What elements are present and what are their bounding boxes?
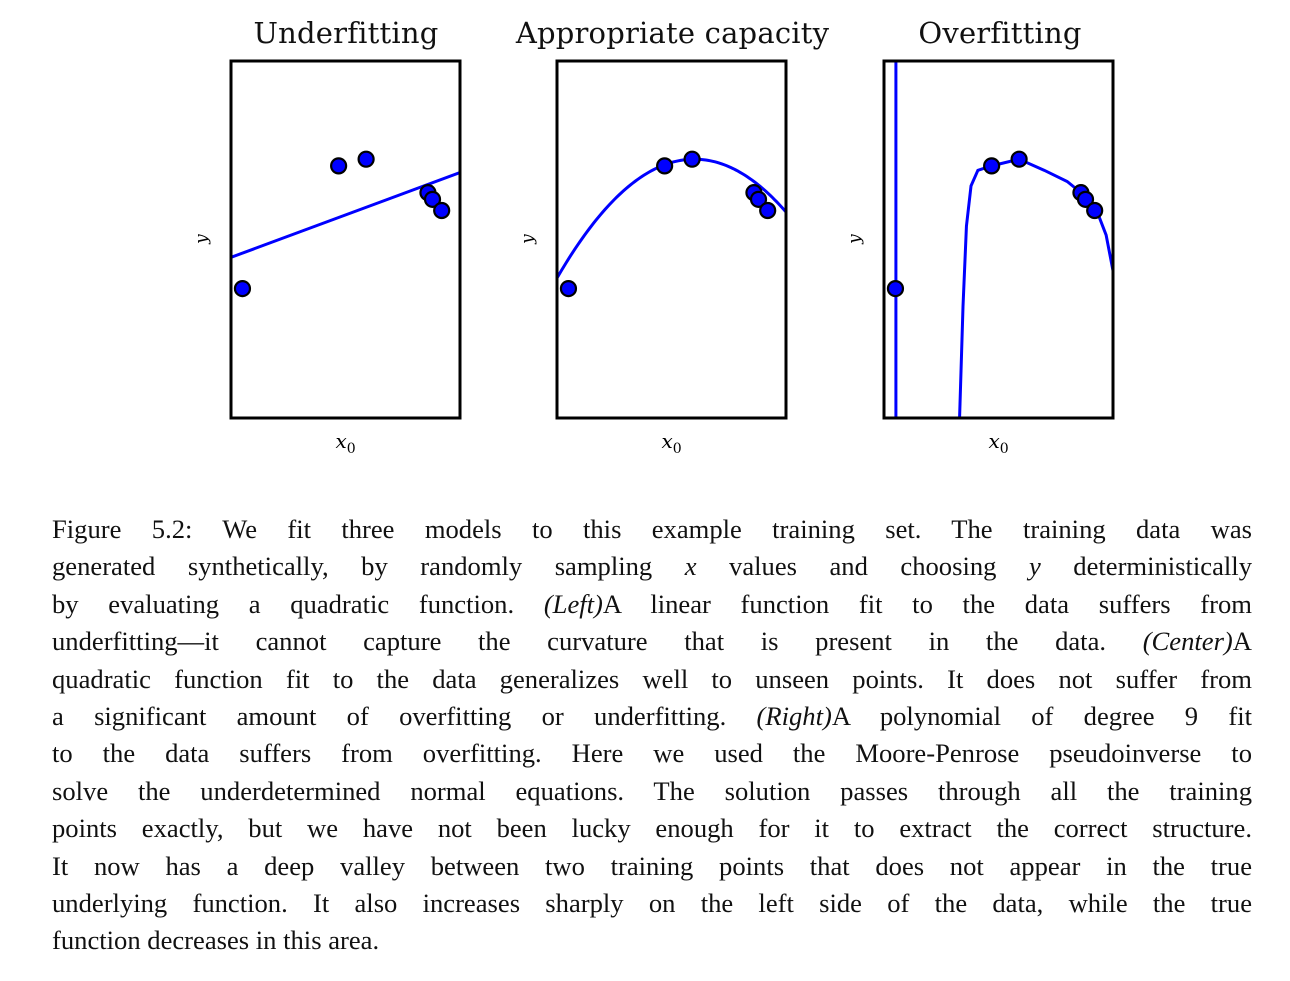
caption-line: quadratic function fit to the data gener… [52, 661, 1252, 698]
data-point [433, 201, 451, 220]
fit-curve [894, 61, 1113, 418]
caption-line: underfitting—it cannot capture the curva… [52, 623, 1252, 660]
caption-line: by evaluating a quadratic function. (Lef… [52, 586, 1252, 623]
fit-curve [557, 157, 786, 279]
caption-text: points exactly, but we have not been luc… [52, 813, 1252, 844]
panel-title-overfitting: Overfitting [918, 16, 1082, 50]
caption-text: underlying function. It also increases s… [52, 888, 1252, 919]
caption-text: values and choosing [696, 551, 1029, 582]
data-point [886, 279, 905, 298]
caption-italic-text: y [1028, 551, 1041, 582]
caption-text: A linear function fit to the data suffer… [602, 588, 1252, 619]
caption-text: underfitting—it cannot capture the curva… [52, 626, 1143, 657]
axes-frame [229, 59, 462, 420]
caption-line: points exactly, but we have not been luc… [52, 810, 1252, 847]
y-axis-label: y [192, 234, 212, 245]
data-point [1010, 150, 1028, 168]
figure-caption: Figure 5.2: We fit three models to this … [52, 511, 1252, 960]
panel-title-appropriate-capacity: Appropriate capacity [515, 16, 830, 50]
x-axis-label: x0 [662, 429, 682, 457]
data-point [423, 190, 442, 208]
caption-text: A [1232, 626, 1252, 657]
caption-text: to the data suffers from overfitting. He… [52, 738, 1252, 769]
caption-line: underlying function. It also increases s… [52, 885, 1252, 922]
caption-text: Figure 5.2: We fit three models to this … [52, 514, 1252, 544]
panel-0: x0 y [192, 59, 462, 457]
axes-frame [555, 59, 788, 420]
caption-text: function decreases in this area. [52, 925, 380, 956]
caption-line: solve the underdetermined normal equatio… [52, 773, 1252, 810]
x-axis-label: x0 [989, 429, 1009, 457]
caption-text: solve the underdetermined normal equatio… [52, 775, 1252, 806]
caption-text: generated synthetically, by randomly sam… [52, 551, 685, 582]
data-point [1076, 190, 1095, 208]
caption-text: quadratic function fit to the data gener… [52, 663, 1252, 694]
caption-line: It now has a deep valley between two tra… [52, 848, 1252, 885]
data-point [759, 201, 777, 220]
data-point [357, 150, 375, 168]
data-point [233, 279, 252, 298]
caption-line: to the data suffers from overfitting. He… [52, 735, 1252, 772]
caption-line: Figure 5.2: We fit three models to this … [52, 511, 1252, 548]
data-point [749, 190, 768, 208]
caption-italic-text: (Center) [1142, 626, 1233, 657]
caption-text: deterministically [1040, 551, 1252, 582]
data-point [983, 157, 1001, 175]
caption-line: generated synthetically, by randomly sam… [52, 548, 1252, 585]
caption-line: function decreases in this area. [52, 922, 1252, 959]
data-point [683, 150, 701, 168]
caption-text: A polynomial of degree 9 fit [831, 701, 1253, 732]
caption-italic-text: (Right) [756, 701, 832, 732]
data-point [656, 157, 674, 175]
caption-italic-text: (Left) [543, 588, 603, 619]
caption-text: It now has a deep valley between two tra… [52, 850, 1252, 881]
caption-italic-text: x [684, 551, 697, 582]
panel-2: x0 y [845, 59, 1115, 457]
panel-1: x0 y [518, 59, 788, 457]
panel-title-underfitting: Underfitting [253, 16, 439, 50]
caption-text: by evaluating a quadratic function. [52, 588, 544, 619]
axes-frame [882, 59, 1115, 420]
x-axis-label: x0 [336, 429, 356, 457]
y-axis-label: y [518, 234, 538, 245]
figure-plots: x0 y x0 y x0 y [192, 59, 1115, 457]
caption-text: a significant amount of overfitting or u… [52, 701, 757, 732]
data-point [1086, 201, 1104, 220]
caption-line: a significant amount of overfitting or u… [52, 698, 1252, 735]
data-point [330, 157, 348, 175]
y-axis-label: y [845, 234, 865, 245]
data-point [559, 279, 578, 298]
